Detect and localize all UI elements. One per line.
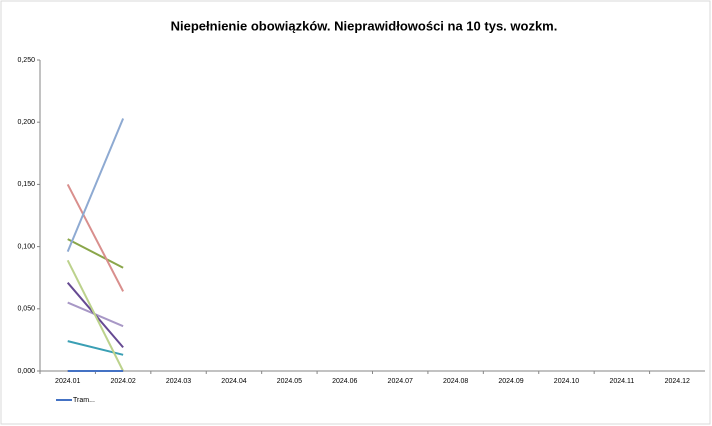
y-tick-label: 0,050 xyxy=(17,306,35,313)
y-tick-label: 0,200 xyxy=(17,119,35,126)
x-tick-label: 2024.03 xyxy=(166,378,191,385)
y-tick-label: 0,250 xyxy=(17,57,35,64)
y-tick-label: 0,100 xyxy=(17,243,35,250)
chart-title: Niepełnienie obowiązków. Nieprawidłowośc… xyxy=(171,18,558,33)
y-tick-label: 0,000 xyxy=(17,368,35,375)
series-line xyxy=(66,183,125,292)
series-line xyxy=(66,118,125,252)
x-tick-label: 2024.04 xyxy=(221,378,246,385)
series-line xyxy=(66,259,125,372)
y-tick-label: 0,150 xyxy=(17,181,35,188)
x-tick-label: 2024.05 xyxy=(277,378,302,385)
x-tick-label: 2024.08 xyxy=(443,378,468,385)
x-tick-label: 2024.12 xyxy=(665,378,690,385)
legend-label: Tram... xyxy=(73,397,95,404)
series-line xyxy=(67,238,124,269)
x-tick-label: 2024.02 xyxy=(110,378,135,385)
x-tick-label: 2024.06 xyxy=(332,378,357,385)
x-tick-label: 2024.01 xyxy=(55,378,80,385)
x-tick-label: 2024.11 xyxy=(609,378,634,385)
x-tick-label: 2024.09 xyxy=(498,378,523,385)
x-tick-label: 2024.10 xyxy=(554,378,579,385)
x-tick-label: 2024.07 xyxy=(388,378,413,385)
